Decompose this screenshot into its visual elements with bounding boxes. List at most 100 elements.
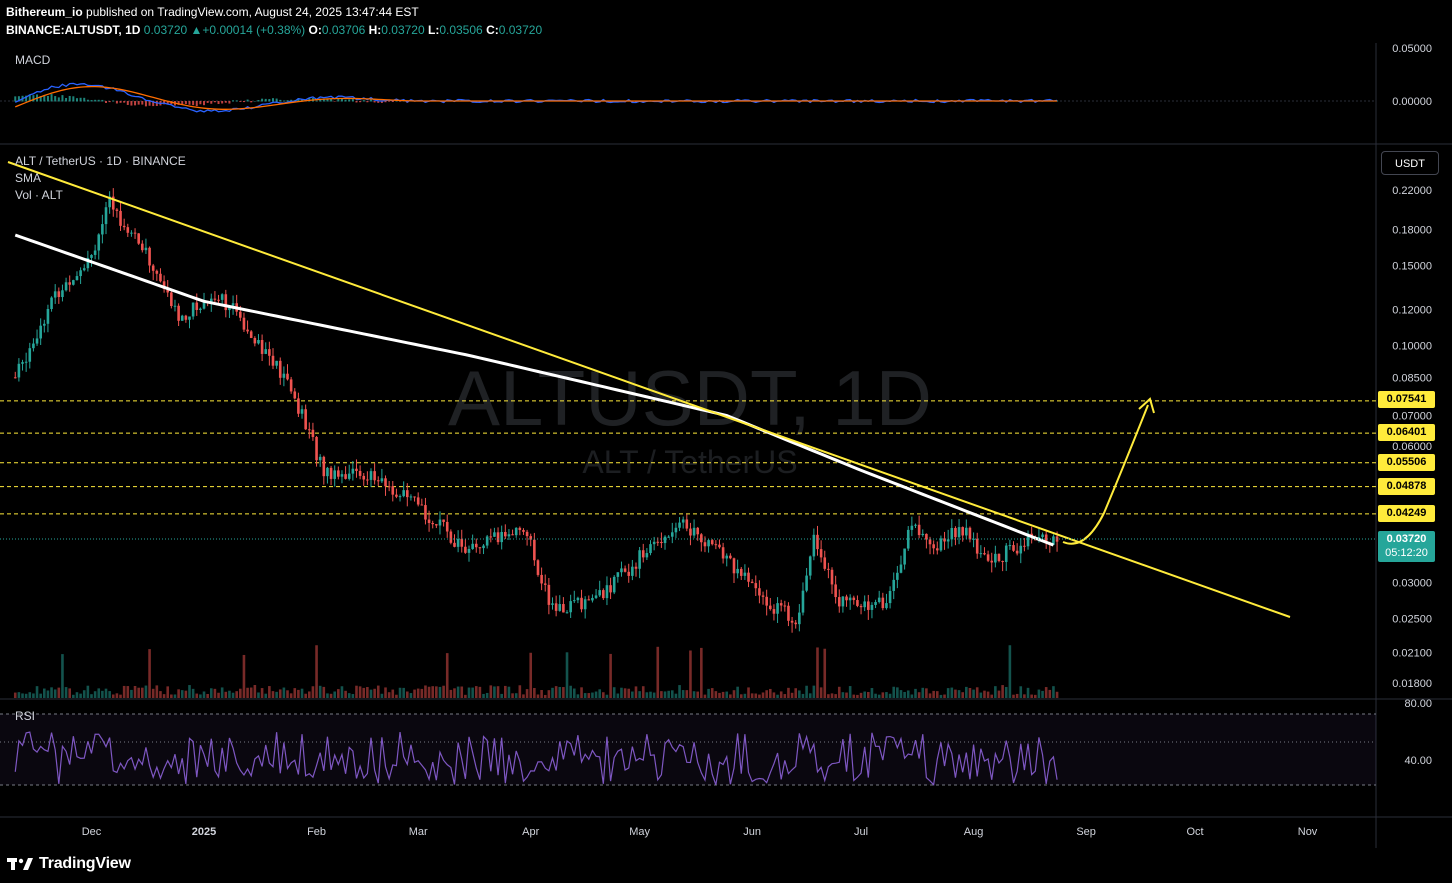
candle-body bbox=[689, 528, 692, 536]
volume-bar bbox=[558, 686, 562, 698]
macd-histogram-bar bbox=[105, 101, 108, 103]
level-tag-5[interactable]: 0.04249 bbox=[1378, 505, 1435, 522]
volume-bar bbox=[925, 688, 928, 698]
volume-bar bbox=[409, 693, 413, 698]
candle-body bbox=[318, 456, 322, 461]
currency-button[interactable]: USDT bbox=[1381, 151, 1439, 175]
candle-body bbox=[594, 595, 598, 598]
descending-trendline[interactable] bbox=[7, 161, 1291, 618]
candle-body bbox=[453, 542, 456, 547]
volume-bar bbox=[144, 685, 148, 698]
volume-bar bbox=[957, 690, 961, 698]
main-pane-title[interactable]: ALT / TetherUS · 1D · BINANCE bbox=[15, 154, 186, 168]
price-scale-area[interactable] bbox=[1376, 43, 1452, 848]
current-price-tag[interactable]: 0.03720 05:12:20 bbox=[1378, 531, 1435, 562]
candle-body bbox=[776, 603, 779, 614]
candle-body bbox=[801, 590, 805, 613]
volume-bar bbox=[983, 690, 986, 698]
volume-bar bbox=[562, 687, 565, 698]
volume-bar bbox=[358, 686, 362, 698]
volume-indicator-label[interactable]: Vol · ALT bbox=[15, 188, 63, 202]
volume-bar bbox=[837, 686, 841, 698]
candle-body bbox=[718, 544, 721, 548]
rsi-label[interactable]: RSI bbox=[15, 709, 36, 723]
volume-bar bbox=[602, 692, 605, 698]
volume-bar bbox=[464, 694, 467, 698]
volume-bar bbox=[681, 690, 685, 698]
volume-bar bbox=[86, 685, 90, 698]
volume-bar bbox=[32, 693, 35, 698]
candle-countdown: 05:12:20 bbox=[1385, 547, 1428, 559]
candle-body bbox=[910, 525, 914, 530]
volume-bar bbox=[874, 693, 877, 698]
candle-body bbox=[166, 288, 170, 293]
volume-bar bbox=[496, 686, 500, 698]
level-tag-1[interactable]: 0.07541 bbox=[1378, 391, 1435, 408]
candle-body bbox=[13, 377, 17, 379]
candle-body bbox=[395, 494, 398, 497]
candle-body bbox=[1015, 550, 1019, 554]
volume-bar bbox=[986, 691, 990, 698]
candle-body bbox=[641, 550, 645, 558]
sma-indicator-label[interactable]: SMA bbox=[15, 171, 42, 185]
volume-bar bbox=[1026, 687, 1030, 698]
candle-body bbox=[445, 521, 449, 532]
volume-bar bbox=[914, 688, 917, 698]
projection-arrow[interactable] bbox=[1062, 404, 1149, 545]
volume-bar bbox=[631, 691, 634, 698]
candle-body bbox=[1055, 536, 1059, 542]
volume-bar bbox=[271, 691, 275, 698]
candle-body bbox=[954, 527, 957, 538]
macd-histogram-bar bbox=[177, 101, 180, 105]
volume-bar bbox=[565, 652, 569, 698]
candle-body bbox=[830, 569, 834, 585]
volume-bar bbox=[529, 652, 533, 698]
macd-histogram-bar bbox=[210, 101, 213, 104]
candle-body bbox=[620, 568, 623, 573]
volume-bar bbox=[761, 692, 765, 698]
low-value: 0.03506 bbox=[439, 23, 483, 37]
macd-histogram-bar bbox=[28, 94, 31, 102]
volume-bar bbox=[729, 694, 732, 698]
candle-body bbox=[798, 612, 801, 625]
level-tag-2[interactable]: 0.06401 bbox=[1378, 424, 1435, 441]
volume-bar bbox=[278, 689, 282, 698]
level-tag-4[interactable]: 0.04878 bbox=[1378, 478, 1435, 495]
chart-canvas[interactable]: ALTUSDT, 1D ALT / TetherUS 0.220000.1800… bbox=[0, 43, 1452, 848]
volume-bar bbox=[816, 647, 819, 698]
volume-bar bbox=[954, 689, 957, 698]
volume-bar bbox=[1019, 686, 1023, 698]
macd-histogram-bar bbox=[86, 99, 89, 102]
volume-bar bbox=[79, 693, 82, 698]
candle-body bbox=[986, 554, 990, 561]
volume-bar bbox=[21, 693, 24, 698]
candle-body bbox=[75, 276, 79, 281]
volume-bar bbox=[932, 690, 935, 698]
candle-body bbox=[376, 480, 380, 482]
tradingview-logo[interactable]: TradingView bbox=[7, 853, 131, 875]
volume-bar bbox=[445, 653, 449, 698]
horizontal-levels[interactable] bbox=[0, 400, 1376, 515]
macd-label[interactable]: MACD bbox=[15, 53, 51, 67]
candle-body bbox=[572, 600, 576, 602]
volume-bar bbox=[808, 693, 812, 698]
sma-line[interactable] bbox=[14, 233, 1054, 547]
volume-bar bbox=[253, 685, 257, 698]
symbol-name[interactable]: BINANCE:ALTUSDT, 1D bbox=[6, 23, 141, 37]
volume-bar bbox=[104, 688, 108, 698]
volume-bar bbox=[787, 687, 790, 698]
macd-histogram-bar bbox=[279, 99, 282, 102]
macd-histogram-bar bbox=[253, 100, 256, 102]
candle-body bbox=[35, 338, 39, 344]
candle-body bbox=[616, 572, 620, 577]
level-tag-3[interactable]: 0.05506 bbox=[1378, 454, 1435, 471]
publisher-name[interactable]: Bithereum_io bbox=[6, 5, 83, 19]
candle-body bbox=[812, 534, 816, 557]
volume-bar bbox=[318, 685, 322, 698]
candle-body bbox=[935, 548, 939, 551]
volume-bar bbox=[297, 689, 300, 698]
macd-histogram-bar bbox=[380, 101, 383, 103]
volume-bar bbox=[696, 691, 699, 698]
volume-bar bbox=[24, 693, 28, 698]
volume-bar bbox=[732, 690, 736, 698]
